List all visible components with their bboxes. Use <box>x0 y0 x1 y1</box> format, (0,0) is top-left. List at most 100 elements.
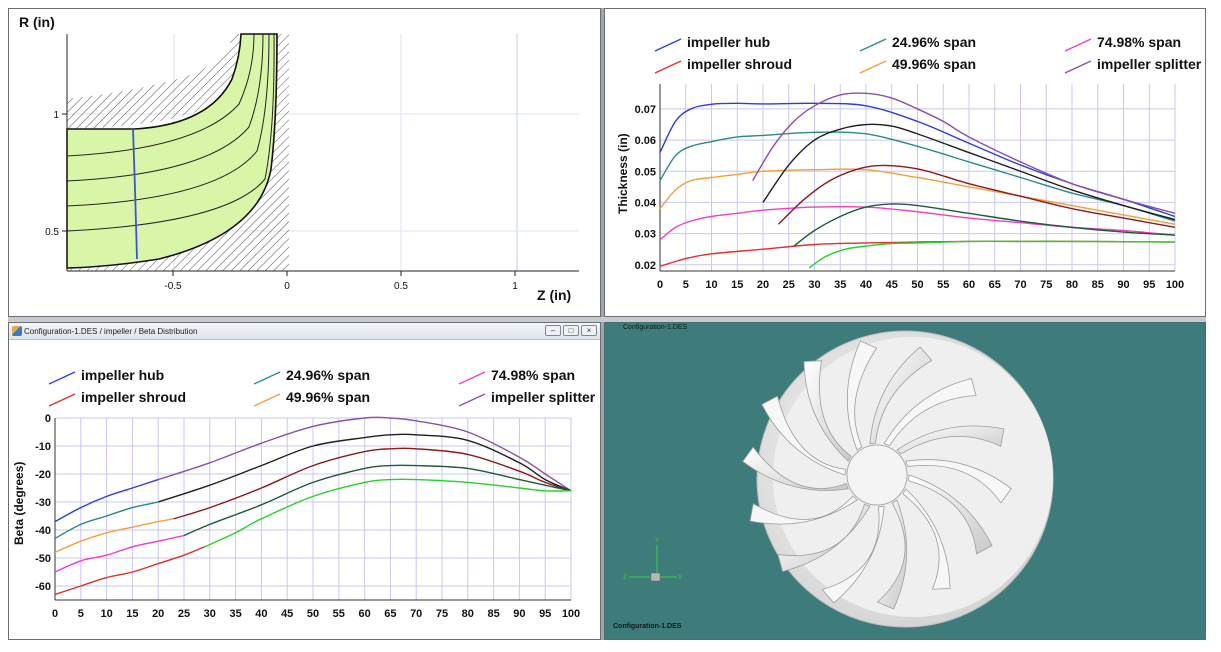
th-x-tick: 0 <box>657 279 663 291</box>
th-x-tick: 85 <box>1092 279 1104 291</box>
horizontal-splitter[interactable] <box>8 317 1206 322</box>
th-legend-swatch <box>859 60 887 74</box>
th-x-tick: 100 <box>1166 279 1184 291</box>
impeller-blade <box>777 503 871 572</box>
impeller-blade <box>803 360 852 462</box>
be-series-line-8 <box>183 464 572 537</box>
th-y-tick: 0.05 <box>635 166 656 178</box>
beta-legend: impeller hub impeller shroud 24.96% span 49… <box>48 367 596 407</box>
be-y-tick: -50 <box>35 553 51 565</box>
thickness-distribution-pane[interactable]: impeller hub impeller shroud 24.96% span 49… <box>604 8 1206 317</box>
th-legend-swatch <box>654 38 682 52</box>
th-legend-label: 74.98% span <box>1097 34 1181 50</box>
beta-distribution-pane[interactable]: Configuration-1.DES / impeller / Beta Di… <box>8 322 601 640</box>
be-x-tick: 95 <box>539 608 551 620</box>
svg-text:Y: Y <box>655 538 659 544</box>
be-legend-label: 74.98% span <box>491 367 575 383</box>
svg-text:X: X <box>678 575 682 581</box>
th-series-line-5 <box>752 92 1176 215</box>
be-legend-swatch <box>48 393 76 407</box>
vertical-splitter[interactable] <box>601 8 604 640</box>
th-series-line-8 <box>793 203 1176 247</box>
be-x-tick: 65 <box>384 608 396 620</box>
impeller-model <box>742 330 1054 628</box>
meridional-y-tick: 1 <box>53 110 59 121</box>
app-icon <box>12 326 22 336</box>
be-x-tick: 10 <box>100 608 112 620</box>
be-y-tick: -10 <box>35 441 51 453</box>
impeller-blade <box>761 395 846 476</box>
be-y-tick: -40 <box>35 525 51 537</box>
be-x-tick: 75 <box>436 608 448 620</box>
close-button[interactable]: × <box>581 325 597 336</box>
impeller-blade <box>902 488 951 590</box>
be-x-tick: 55 <box>333 608 345 620</box>
th-legend-label: impeller shroud <box>687 56 792 72</box>
impeller-blade <box>905 459 1012 504</box>
th-x-tick: 5 <box>683 279 689 291</box>
beta-chart[interactable]: impeller hub impeller shroud 24.96% span 49… <box>9 323 601 640</box>
be-legend-label: impeller splitter <box>491 389 596 405</box>
be-x-tick: 30 <box>204 608 216 620</box>
be-series-line-3 <box>54 534 185 573</box>
be-x-tick: 35 <box>229 608 241 620</box>
meridional-x-tick: 0 <box>284 281 290 292</box>
th-x-tick: 60 <box>963 279 975 291</box>
axis-triad: Y X Z <box>623 538 682 582</box>
viewer-top-label: Configuration-1.DES <box>623 324 688 331</box>
th-series-line-6 <box>762 123 1176 221</box>
maximize-button[interactable]: □ <box>563 325 579 336</box>
th-legend-swatch <box>1064 38 1092 52</box>
be-x-tick: 60 <box>358 608 370 620</box>
be-y-tick: -30 <box>35 497 51 509</box>
be-x-tick: 45 <box>281 608 293 620</box>
th-x-tick: 95 <box>1143 279 1155 291</box>
be-legend-swatch <box>253 393 281 407</box>
be-x-tick: 80 <box>462 608 474 620</box>
be-legend-label: 49.96% span <box>286 389 370 405</box>
th-y-tick: 0.06 <box>635 135 656 147</box>
th-series-line-2 <box>659 168 1176 225</box>
th-y-tick: 0.04 <box>635 197 657 209</box>
th-legend-swatch <box>859 38 887 52</box>
th-legend-swatch <box>1064 60 1092 74</box>
meridional-y-axis-label: R (in) <box>19 14 55 30</box>
be-series-line-7 <box>173 447 572 520</box>
be-legend-swatch <box>48 371 76 385</box>
impeller-blade <box>908 474 993 555</box>
impeller-blade <box>883 378 977 447</box>
impeller-blade <box>846 340 878 451</box>
th-x-tick: 45 <box>886 279 898 291</box>
3d-viewer-pane[interactable]: Configuration-1.DES Y X Z <box>604 322 1206 640</box>
th-x-tick: 65 <box>989 279 1001 291</box>
meridional-x-tick: 0.5 <box>394 281 408 292</box>
impeller-blade <box>869 346 933 445</box>
be-legend-label: impeller shroud <box>81 389 186 405</box>
be-x-tick: 20 <box>152 608 164 620</box>
th-legend-label: impeller splitter <box>1097 56 1202 72</box>
be-y-tick: 0 <box>45 413 51 425</box>
be-x-tick: 90 <box>513 608 525 620</box>
impeller-blade <box>896 425 1005 455</box>
thickness-chart[interactable]: impeller hub impeller shroud 24.96% span 49… <box>605 9 1206 317</box>
th-x-tick: 80 <box>1066 279 1078 291</box>
thickness-y-axis-label: Thickness (in) <box>616 133 630 214</box>
th-x-tick: 75 <box>1040 279 1052 291</box>
be-x-tick: 100 <box>562 608 580 620</box>
be-series-line-0 <box>54 478 159 523</box>
be-x-tick: 70 <box>410 608 422 620</box>
minimize-button[interactable]: – <box>545 325 561 336</box>
meridional-x-tick: -0.5 <box>164 281 182 292</box>
meridional-plot[interactable]: R (in) Z (in) 1 0.5 -0.5 0 0.5 1 <box>9 9 601 317</box>
impeller-3d-view[interactable]: Y X Z <box>605 323 1206 640</box>
meridional-view-pane[interactable]: R (in) Z (in) 1 0.5 -0.5 0 0.5 1 <box>8 8 601 317</box>
be-x-tick: 15 <box>126 608 138 620</box>
be-legend-swatch <box>458 393 486 407</box>
th-x-tick: 50 <box>911 279 923 291</box>
th-x-tick: 30 <box>808 279 820 291</box>
be-y-tick: -60 <box>35 581 51 593</box>
th-legend-label: 49.96% span <box>892 56 976 72</box>
th-series-line-7 <box>777 164 1176 229</box>
impeller-blade <box>821 505 885 604</box>
beta-window-titlebar[interactable]: Configuration-1.DES / impeller / Beta Di… <box>9 323 600 340</box>
